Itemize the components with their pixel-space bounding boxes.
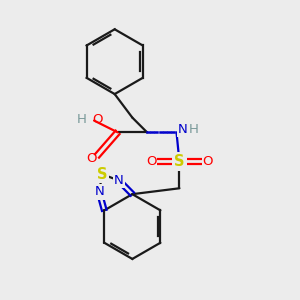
Text: O: O — [86, 152, 96, 165]
Text: O: O — [93, 112, 103, 126]
Text: H: H — [77, 112, 87, 126]
Text: O: O — [146, 155, 157, 168]
Text: O: O — [202, 155, 213, 168]
Text: N: N — [178, 124, 188, 136]
Text: N: N — [114, 174, 124, 187]
Text: S: S — [97, 167, 107, 182]
Text: S: S — [174, 154, 185, 169]
Text: N: N — [94, 185, 104, 198]
Text: H: H — [188, 124, 198, 136]
